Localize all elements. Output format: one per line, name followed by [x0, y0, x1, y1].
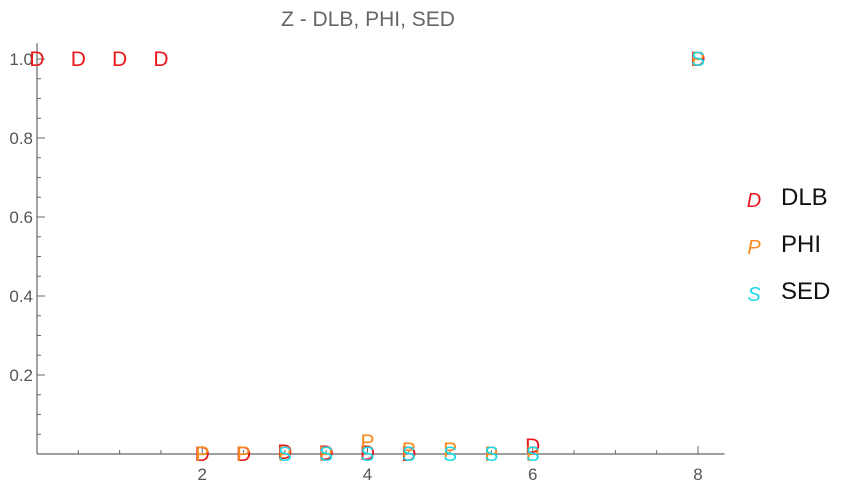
data-points: D D D DD D D D D D DDP P P PP P P P PPS S S S S S SS	[29, 48, 705, 466]
series-sed: S S S S S S S S	[278, 48, 705, 466]
legend-label: DLB	[781, 184, 828, 211]
data-point: P	[484, 443, 498, 466]
legend-marker: D	[747, 190, 761, 212]
data-point: D	[360, 442, 375, 465]
legend-label: SED	[781, 278, 830, 305]
data-point: P	[443, 439, 457, 462]
y-tick-label: 0.8	[9, 129, 33, 148]
data-point: D	[236, 443, 251, 466]
data-point: S	[691, 48, 705, 71]
x-tick-label: 2	[198, 465, 207, 484]
data-point: D	[112, 48, 127, 71]
data-point: P	[319, 443, 333, 466]
data-point: S	[443, 443, 457, 466]
data-point: S	[278, 443, 292, 466]
x-tick-label: 6	[528, 465, 537, 484]
data-point: D	[71, 48, 86, 71]
axes: 2 4 6 8 0.2 0.4 0.6 0.8 1.0	[9, 43, 725, 484]
data-point: D	[277, 441, 292, 464]
legend: D DLB P PHI S SED	[747, 184, 831, 306]
data-point: P	[195, 443, 209, 466]
data-point: D	[29, 48, 44, 71]
data-point: D	[525, 435, 540, 458]
data-point: S	[526, 443, 540, 466]
data-point: P	[237, 443, 251, 466]
data-point: P	[402, 439, 416, 462]
data-point: P	[691, 48, 705, 71]
y-tick-label: 0.2	[9, 366, 33, 385]
x-tick-label: 8	[693, 465, 702, 484]
data-point: D	[401, 443, 416, 466]
data-point: P	[360, 431, 374, 454]
data-point: S	[360, 443, 374, 466]
legend-marker: P	[747, 237, 761, 259]
data-point: D	[690, 48, 705, 71]
data-point: D	[319, 442, 334, 465]
data-point: P	[278, 443, 292, 466]
y-tick-label: 0.6	[9, 208, 33, 227]
data-point: P	[526, 443, 540, 466]
chart-title: Z - DLB, PHI, SED	[281, 8, 455, 31]
data-point: S	[319, 443, 333, 466]
data-point: S	[402, 443, 416, 466]
legend-marker: S	[747, 284, 761, 306]
legend-label: PHI	[781, 231, 821, 258]
y-tick-label: 1.0	[9, 50, 33, 69]
series-phi: P P P P P P P P P P	[195, 48, 705, 466]
data-point: D	[195, 443, 210, 466]
x-tick-label: 4	[363, 465, 372, 484]
data-point: D	[153, 48, 168, 71]
series-dlb: D D D D D D D D D D D D	[29, 48, 705, 466]
y-tick-label: 0.4	[9, 287, 33, 306]
data-point: S	[484, 443, 498, 466]
